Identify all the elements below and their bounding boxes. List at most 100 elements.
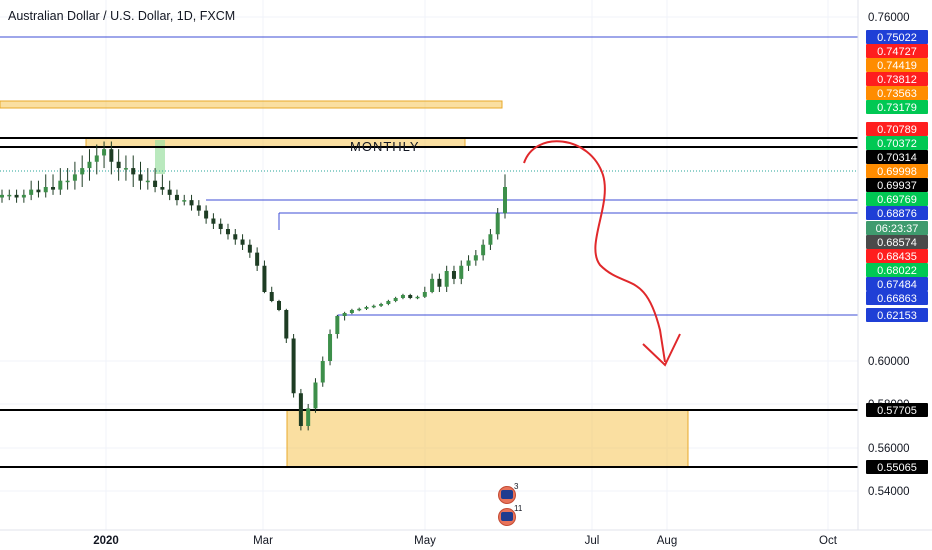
price-tag-label: 0.73179 (877, 102, 917, 114)
australia-flag-icon (501, 490, 513, 499)
candle-body (437, 278, 442, 287)
candle-body (459, 265, 464, 279)
candle-body (204, 210, 209, 219)
candle-body (29, 189, 34, 195)
price-tag-label: 0.69998 (877, 166, 917, 178)
candle-body (328, 334, 333, 361)
price-tag-label: 0.74727 (877, 46, 917, 58)
price-tag-label: 0.66863 (877, 293, 917, 305)
price-tag-label: 0.69937 (877, 180, 917, 192)
candle-body (182, 200, 187, 202)
price-tag (866, 72, 928, 86)
candle-body (466, 260, 471, 266)
event-marker[interactable]: 11 (494, 504, 524, 526)
zone-layer (0, 100, 689, 468)
candle-body (408, 295, 413, 298)
candle-body (269, 292, 274, 301)
price-tag (866, 86, 928, 100)
event-count: 3 (514, 482, 519, 491)
price-tag (866, 249, 928, 263)
support-zone (286, 409, 689, 468)
x-tick-label: May (414, 535, 436, 547)
price-tag-label: 0.68574 (877, 237, 917, 249)
price-tag (866, 122, 928, 136)
candle-body (488, 234, 493, 245)
price-tag (866, 235, 928, 249)
projection-arrow-head (642, 333, 681, 367)
price-tag-label: 0.70314 (877, 152, 917, 164)
x-tick-label: Oct (819, 535, 838, 547)
price-tag (866, 178, 928, 192)
x-tick-label: 2020 (93, 535, 119, 547)
economic-events[interactable]: 3 11 (494, 482, 530, 530)
monthly-label: MONTHLY (350, 139, 420, 154)
chart-title: Australian Dollar / U.S. Dollar, 1D, FXC… (8, 9, 236, 23)
price-tag-label: 0.68022 (877, 265, 917, 277)
candle-body (503, 187, 507, 214)
projection-arrow (523, 140, 666, 363)
candle-body (400, 295, 405, 298)
candle-body (313, 382, 318, 409)
candle-body (386, 301, 391, 304)
x-axis-ticks: 2020 Mar May Jul Aug Oct (93, 535, 838, 547)
upper-zone (0, 100, 503, 109)
candle-body (80, 168, 85, 175)
price-tag-label: 0.70789 (877, 124, 917, 136)
candle-body (233, 234, 238, 240)
candle-body (255, 252, 260, 266)
price-tag (866, 164, 928, 178)
candle-body (138, 174, 143, 181)
candle-body (379, 304, 384, 306)
event-count: 11 (514, 504, 523, 513)
candle-body (481, 244, 486, 256)
horizontal-lines (0, 36, 858, 468)
price-tag-label: 0.68876 (877, 208, 917, 220)
price-tag-label: 0.73563 (877, 88, 917, 100)
australia-flag-icon (501, 512, 513, 521)
price-tag (866, 403, 928, 417)
price-tag-label: 0.57705 (877, 405, 917, 417)
candle-body (189, 200, 194, 206)
price-tag-label: 0.62153 (877, 310, 917, 322)
price-tag-label: 0.55065 (877, 462, 917, 474)
price-tag-label: 0.69769 (877, 194, 917, 206)
candle-body (167, 189, 172, 195)
candle-body (335, 316, 340, 334)
candle-body (160, 187, 165, 190)
price-tag (866, 44, 928, 58)
price-tag-label: 0.75022 (877, 32, 917, 44)
candle-body (364, 307, 369, 309)
price-tag (866, 263, 928, 277)
candle-body (240, 239, 245, 245)
candle-body (58, 180, 63, 190)
price-tag-label: 0.74419 (877, 60, 917, 72)
candle-body (14, 194, 19, 198)
candle-body (342, 313, 347, 316)
candle-body (7, 194, 12, 197)
price-tag-label: 0.70372 (877, 138, 917, 150)
price-tag (866, 136, 928, 150)
candle-body (444, 271, 449, 287)
price-tag (866, 277, 928, 291)
price-tag-label: 0.67484 (877, 279, 917, 291)
candle-body (211, 218, 216, 224)
candle-body (109, 149, 114, 162)
candle-body (102, 149, 107, 156)
candle-body (422, 292, 427, 297)
y-tick-label: 0.54000 (868, 486, 910, 498)
event-marker[interactable]: 3 (494, 482, 524, 504)
candle-body (298, 393, 303, 426)
candle-body (357, 308, 362, 311)
candle-body (174, 194, 179, 201)
price-tag (866, 308, 928, 322)
candle-body (43, 187, 48, 193)
price-tag (866, 206, 928, 220)
candle-body (349, 310, 354, 313)
candle-body (284, 310, 289, 339)
price-tag-label: 0.73812 (877, 74, 917, 86)
candle-body (415, 296, 420, 299)
candle-body (72, 174, 77, 181)
price-tag (866, 58, 928, 72)
candle-body (145, 180, 150, 183)
